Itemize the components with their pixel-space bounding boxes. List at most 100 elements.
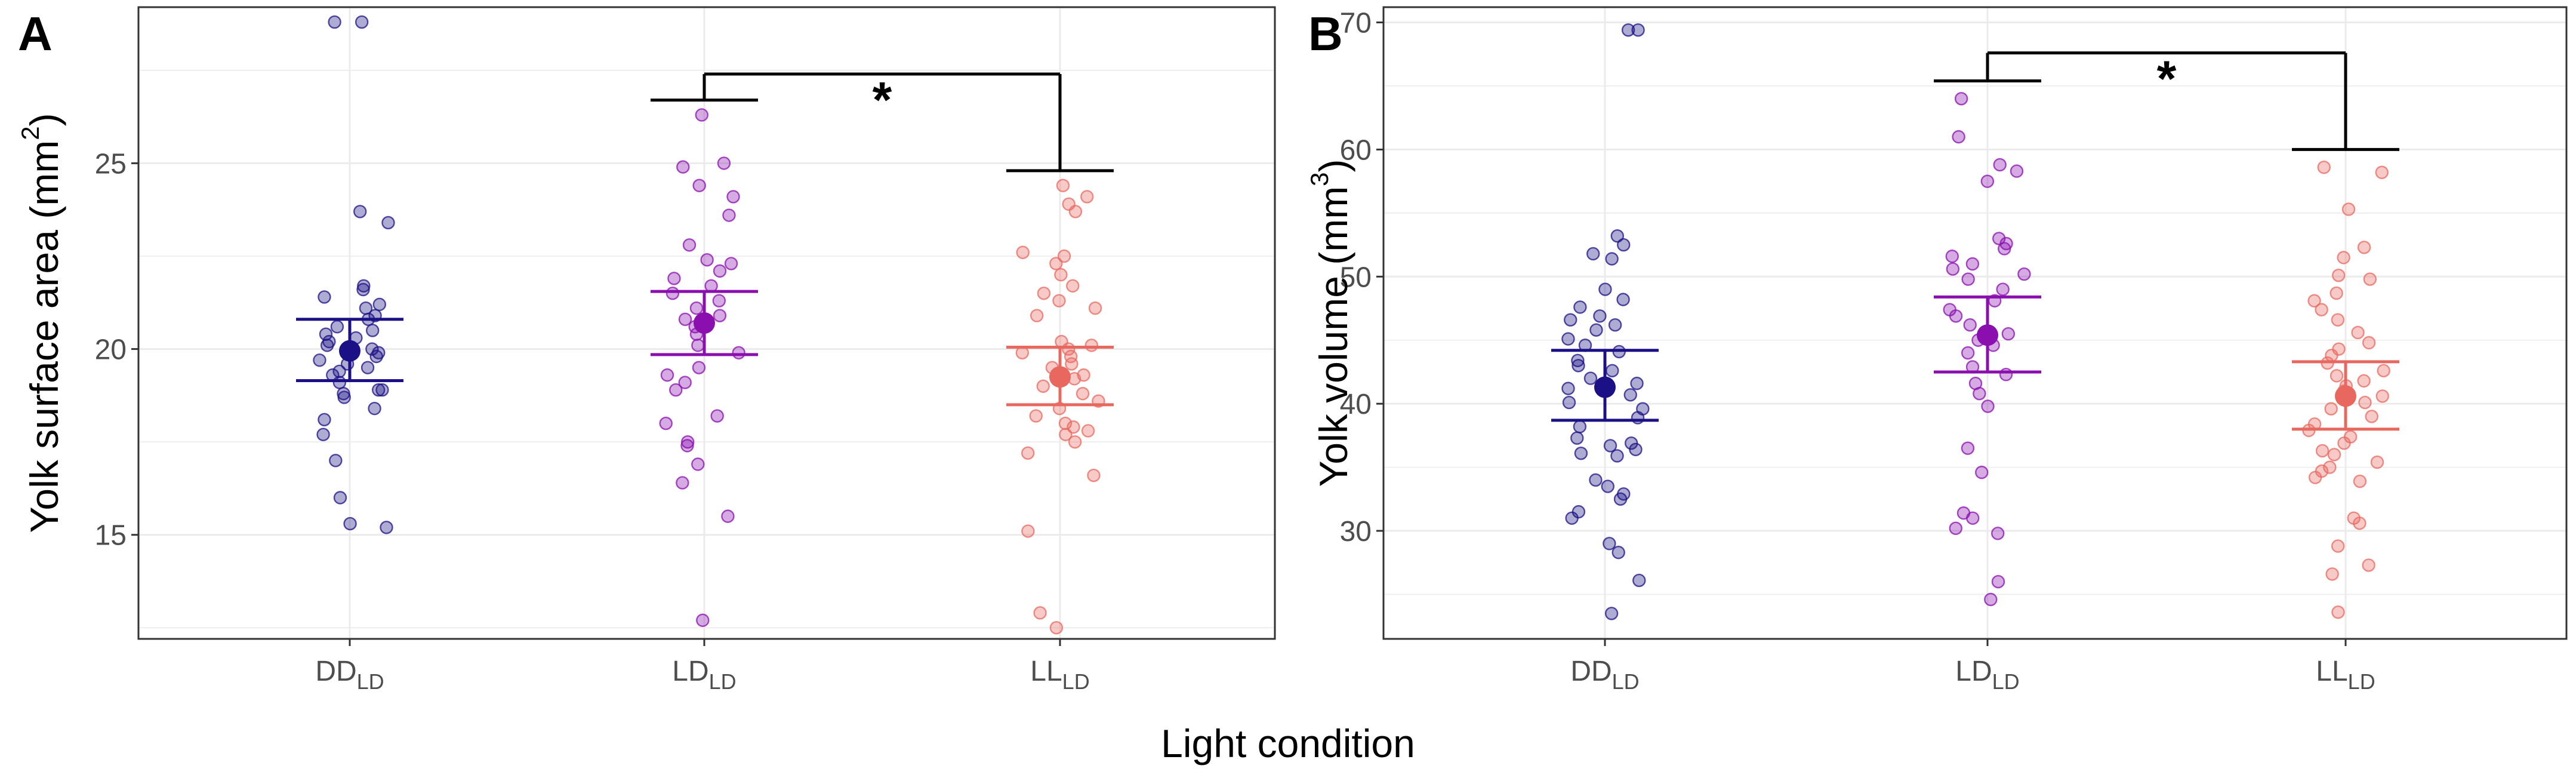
data-point-dd-ld [337,390,351,404]
data-point-ll-ld [1066,279,1080,293]
data-point-ld-ld [1998,242,2011,256]
data-point-ld-ld [1965,257,1980,271]
data-point-ld-ld [1949,521,1962,535]
data-point-dd-ld [360,361,375,374]
data-point-ll-ld [2375,389,2389,403]
data-point-dd-ld [380,521,393,534]
panel-label-b: B [1308,7,1343,60]
panel-b-gridlines [1383,7,2566,639]
data-point-ld-ld [660,368,674,382]
x-tick-label-ll-ld: LLLD [1030,656,1089,694]
data-point-ll-ld [2353,474,2367,488]
data-point-dd-ld [318,413,331,427]
data-point-ll-ld [2362,336,2376,350]
data-point-dd-ld [1598,282,1612,296]
data-point-ld-ld [665,287,680,300]
data-point-dd-ld [1610,229,1624,243]
data-point-ld-ld [726,190,740,204]
data-point-ld-ld [700,253,714,267]
data-point-dd-ld [320,339,334,352]
data-point-ll-ld [1084,339,1099,352]
data-point-ld-ld [680,439,694,453]
data-point-dd-ld [1616,293,1630,306]
mean-point-ld-ld [694,312,715,334]
mean-point-ll-ld [1049,366,1071,388]
data-point-dd-ld [1623,388,1637,402]
data-point-ld-ld [1973,386,1986,401]
data-point-dd-ld [1631,411,1645,425]
data-point-dd-ld [372,297,387,312]
y-tick-label: 40 [1340,389,1372,420]
data-point-ll-ld [1030,309,1044,322]
data-point-ll-ld [2331,268,2346,282]
data-point-ll-ld [2315,303,2328,316]
data-point-ll-ld [1049,621,1064,635]
data-point-ll-ld [1076,387,1090,401]
panel-a-summary [296,290,1114,407]
data-point-dd-ld [369,349,383,364]
data-point-ll-ld [1081,424,1095,438]
panel-a-border [137,6,1276,640]
data-point-ll-ld [2317,161,2331,174]
data-point-ld-ld [1991,527,2005,540]
data-point-ld-ld [1966,511,1980,525]
data-point-ld-ld [691,339,705,352]
data-point-dd-ld [1621,23,1635,37]
data-point-ld-ld [1996,282,2010,296]
panel-b-border [1382,6,2568,640]
data-point-ld-ld [710,409,724,423]
data-point-dd-ld [1570,431,1584,445]
data-point-dd-ld [1583,371,1598,385]
mean-point-dd-ld [339,340,360,362]
data-point-dd-ld [343,516,357,531]
data-point-dd-ld [1601,479,1614,493]
data-point-ll-ld [1057,249,1071,263]
data-point-ll-ld [2377,364,2390,378]
data-point-dd-ld [1561,332,1575,346]
data-point-dd-ld [355,15,369,29]
x-axis-title: Light condition [1161,721,1415,765]
data-point-ld-ld [667,272,681,285]
data-point-ld-ld [696,613,710,628]
data-point-ld-ld [2001,327,2016,341]
data-point-ll-ld [2363,272,2377,286]
panel-b: B 30 40 50 60 70 DDLD LDLD LLLD * Yolk volume … [1305,6,2568,694]
data-point-ll-ld [2357,374,2371,388]
panel-label-a: A [18,7,53,60]
mean-point-ld-ld [1977,324,1998,346]
data-point-dd-ld [1603,439,1617,453]
y-tick-label: 30 [1340,516,1372,548]
x-tick-label-dd-ld: DDLD [1570,656,1639,694]
data-point-ll-ld [2375,165,2389,179]
x-tick-label-ll-ld: LLLD [2316,656,2375,694]
data-point-ll-ld [2331,539,2345,553]
data-point-ld-ld [717,156,731,170]
data-point-dd-ld [1564,313,1577,327]
data-point-dd-ld [1629,442,1643,457]
mean-point-ll-ld [2335,385,2356,407]
y-tick-label: 60 [1340,134,1372,166]
data-point-ll-ld [1052,294,1066,307]
data-point-dd-ld [381,216,395,230]
panel-a-significance-bracket: * [651,72,1114,173]
data-point-ll-ld [2370,455,2384,469]
data-point-ll-ld [1058,416,1073,430]
data-point-ll-ld [2325,567,2339,581]
data-point-ll-ld [2327,448,2341,462]
panel-a-x-axis: DDLD LDLD LLLD [315,639,1090,694]
data-point-ll-ld [2337,436,2351,450]
data-point-dd-ld [1586,247,1600,261]
data-point-ld-ld [724,257,738,270]
data-point-ll-ld [2341,202,2356,216]
data-point-dd-ld [1603,537,1616,551]
data-point-ll-ld [2331,605,2345,619]
y-tick-label: 25 [95,148,127,180]
data-point-ld-ld [722,208,736,222]
panel-a-y-axis: 15 20 25 [95,148,138,552]
data-point-dd-ld [368,401,381,416]
data-point-dd-ld [1610,449,1624,463]
data-point-ll-ld [2323,460,2337,474]
panel-b-x-axis: DDLD LDLD LLLD [1570,639,2375,694]
data-point-ll-ld [2351,325,2365,340]
data-point-ll-ld [1088,301,1102,315]
